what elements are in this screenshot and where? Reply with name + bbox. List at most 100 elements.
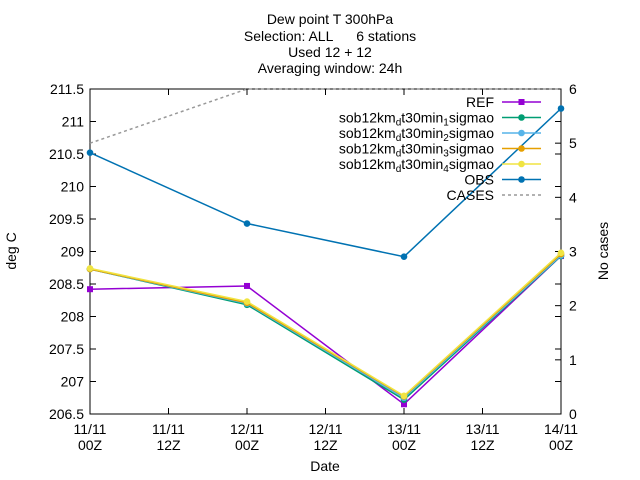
legend-sample-marker — [518, 176, 525, 183]
legend-label: sob12kmdt30min4sigmao — [339, 156, 494, 175]
y2-tick-label: 5 — [569, 135, 577, 151]
legend-label-part: sob12km — [339, 125, 396, 141]
data-point — [400, 392, 408, 400]
y-axis-label: deg C — [3, 232, 19, 269]
y-tick-label: 206.5 — [49, 406, 84, 422]
y-tick-label: 210.5 — [49, 146, 84, 162]
x-tick-label-date: 12/11 — [230, 421, 264, 437]
legend-entry-6: CASES — [447, 187, 541, 203]
x-tick-label-date: 12/11 — [309, 421, 343, 437]
x-axis-label: Date — [310, 458, 340, 474]
legend-label: sob12kmdt30min3sigmao — [339, 141, 494, 160]
legend-label: OBS — [464, 172, 494, 188]
legend-label-part: t30min — [401, 110, 443, 126]
legend-label-part: sigmao — [449, 125, 494, 141]
data-point — [86, 265, 94, 272]
series-line — [89, 255, 562, 406]
legend-entry-5: OBS — [464, 172, 541, 188]
y-tick-label: 210 — [61, 179, 85, 195]
legend-label-part: sob12km — [339, 156, 396, 172]
series-line — [89, 254, 562, 399]
legend-sample-marker — [518, 145, 525, 152]
legend-label-part: d — [396, 118, 402, 129]
y-tick-label: 211.5 — [50, 81, 84, 97]
legend-entry-1: sob12kmdt30min1sigmao — [339, 110, 541, 129]
legend-label: REF — [466, 94, 494, 110]
legend-sample-marker — [518, 99, 525, 105]
legend-label-part: 3 — [443, 149, 449, 160]
legend-label-part: CASES — [447, 187, 494, 203]
x-tick-label-hour: 00Z — [78, 437, 103, 453]
y-tick-label: 211 — [62, 114, 85, 130]
data-point — [243, 220, 251, 227]
legend-label-part: 4 — [443, 164, 449, 175]
legend-sample-marker — [518, 129, 525, 137]
x-tick-label-hour: 12Z — [470, 437, 495, 453]
y2-tick-label: 0 — [569, 406, 577, 422]
data-point — [87, 286, 93, 293]
legend-sample-marker — [518, 160, 525, 168]
y-tick-label: 208.5 — [49, 276, 84, 292]
x-tick-label-hour: 12Z — [156, 437, 181, 453]
legend-label-part: OBS — [464, 172, 494, 188]
legend-label-part: sob12km — [339, 110, 396, 126]
y2-tick-label: 6 — [569, 81, 577, 97]
y2-axis-label: No cases — [595, 222, 611, 280]
y-tick-label: 207 — [61, 374, 85, 390]
series-line — [89, 252, 562, 397]
legend-entry-3: sob12kmdt30min3sigmao — [339, 141, 541, 160]
x-tick-label-hour: 12Z — [313, 437, 338, 453]
x-tick-label-hour: 00Z — [235, 437, 260, 453]
legend-label-part: 1 — [443, 118, 449, 129]
data-point — [244, 282, 250, 289]
series-1 — [86, 252, 565, 404]
series-line — [89, 107, 562, 258]
legend-label-part: t30min — [401, 156, 443, 172]
data-point — [557, 249, 565, 257]
legend-entry-4: sob12kmdt30min4sigmao — [339, 156, 541, 175]
y2-tick-label: 3 — [569, 244, 577, 260]
legend-label-part: d — [396, 164, 402, 175]
legend-label-part: 2 — [443, 133, 449, 144]
legend-entry-0: REF — [466, 94, 541, 110]
series-4 — [86, 249, 565, 400]
legend-label-part: sigmao — [449, 110, 494, 126]
legend-label-part: t30min — [401, 141, 443, 157]
series-line — [89, 255, 562, 401]
chart-title-line-3: Used 12 + 12 — [288, 44, 372, 60]
y2-tick-label: 2 — [569, 298, 577, 314]
y-tick-label: 209.5 — [49, 211, 84, 227]
data-point — [557, 105, 565, 112]
data-point — [86, 149, 94, 156]
series-0 — [87, 253, 564, 408]
legend-label-part: d — [396, 149, 402, 160]
plot-area: 206.5207207.5208208.5209209.5210210.5211… — [49, 81, 578, 453]
chart-title-line-1: Dew point T 300hPa — [267, 11, 394, 27]
data-point — [401, 401, 407, 408]
chart-title: Dew point T 300hPa Selection: ALL 6 stat… — [244, 11, 416, 76]
legend: REFsob12kmdt30min1sigmaosob12kmdt30min2s… — [339, 94, 541, 203]
legend-label: sob12kmdt30min2sigmao — [339, 125, 494, 144]
x-tick-label-hour: 00Z — [392, 437, 417, 453]
legend-label-part: REF — [466, 94, 494, 110]
legend-entry-2: sob12kmdt30min2sigmao — [339, 125, 541, 144]
x-tick-label-date: 11/11 — [74, 421, 107, 437]
legend-sample-marker — [518, 114, 525, 121]
y-tick-label: 207.5 — [49, 341, 84, 357]
chart-title-line-4: Averaging window: 24h — [258, 60, 403, 76]
series-line — [89, 253, 562, 398]
legend-label: CASES — [447, 187, 494, 203]
series-2 — [86, 252, 565, 402]
y2-tick-label: 1 — [569, 352, 577, 368]
legend-label-part: sigmao — [449, 141, 494, 157]
y-tick-label: 209 — [61, 244, 85, 260]
y-tick-label: 208 — [61, 309, 85, 325]
series-3 — [86, 250, 565, 400]
data-point — [243, 298, 251, 305]
x-tick-label-date: 13/11 — [466, 421, 500, 437]
x-tick-label-date: 14/11 — [544, 421, 578, 437]
x-tick-label-date: 11/11 — [152, 421, 185, 437]
x-tick-label-date: 13/11 — [387, 421, 421, 437]
legend-label-part: sob12km — [339, 141, 396, 157]
